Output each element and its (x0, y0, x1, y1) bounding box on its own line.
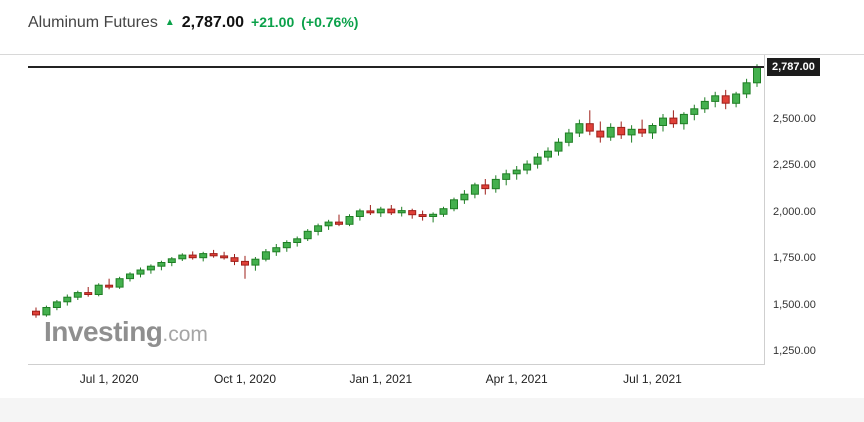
candle (63, 294, 72, 306)
chart-header: Aluminum Futures ▲ 2,787.00 +21.00 (+0.7… (28, 14, 358, 32)
candle (397, 206, 406, 217)
candle (554, 138, 563, 156)
candle (575, 119, 584, 137)
time-axis-label: Jan 1, 2021 (349, 372, 413, 386)
candle (272, 244, 281, 256)
price-change-percent: (+0.76%) (301, 14, 359, 30)
candle (711, 91, 720, 108)
candle (146, 264, 155, 274)
header-divider (0, 54, 864, 55)
candle (387, 205, 396, 215)
candle (481, 179, 490, 195)
price-change: +21.00 (251, 14, 295, 30)
time-axis[interactable]: Jul 1, 2020 Oct 1, 2020 Jan 1, 2021 Apr 1, … (28, 366, 765, 392)
candle (136, 267, 145, 278)
candle (450, 197, 458, 212)
candle (732, 91, 741, 108)
candle (355, 208, 364, 221)
candle (42, 305, 51, 317)
candle (230, 254, 239, 266)
candle (638, 119, 647, 137)
candlestick-plot[interactable]: Investing.com (28, 55, 765, 365)
price-axis-label: 2,250.00 (773, 159, 816, 172)
candle (596, 121, 605, 143)
candle (293, 236, 302, 247)
candle (429, 212, 438, 223)
price-axis-label: 1,750.00 (773, 252, 816, 265)
candle (679, 112, 688, 130)
investing-watermark: Investing.com (44, 316, 208, 348)
candle (157, 260, 166, 271)
candle (408, 208, 417, 219)
candle (376, 206, 385, 217)
candle (721, 89, 730, 110)
candle (502, 169, 511, 186)
time-axis-label: Jul 1, 2021 (623, 372, 682, 386)
candle (84, 287, 93, 297)
candle (115, 276, 124, 289)
time-axis-label: Apr 1, 2021 (485, 372, 548, 386)
last-price: 2,787.00 (181, 14, 245, 31)
candle (366, 205, 375, 215)
watermark-name: Investing (44, 316, 163, 347)
candle (512, 166, 521, 180)
candle (523, 160, 532, 175)
candle (491, 175, 500, 193)
candle (345, 214, 354, 227)
price-axis[interactable]: 2,787.00 2,500.00 2,250.00 2,000.00 1,750.0… (766, 55, 864, 365)
bottom-strip (0, 398, 864, 422)
candle (460, 190, 469, 204)
candle (52, 300, 61, 311)
candle (418, 210, 427, 221)
candles-svg (32, 64, 761, 318)
candle (199, 251, 208, 262)
candle (105, 278, 114, 290)
current-price-badge: 2,787.00 (767, 57, 820, 76)
candle (314, 223, 323, 236)
candle (617, 121, 626, 139)
candle (303, 229, 312, 241)
up-arrow-icon: ▲ (164, 17, 175, 28)
watermark-suffix: .com (162, 323, 208, 346)
candle (188, 251, 197, 260)
candle (659, 114, 667, 132)
candle (178, 253, 187, 261)
candle (544, 147, 552, 162)
candle (335, 214, 343, 227)
candle (606, 123, 615, 141)
price-axis-label: 2,000.00 (773, 205, 816, 218)
candle (220, 251, 229, 260)
candle (241, 255, 249, 279)
price-axis-label: 1,250.00 (773, 345, 816, 357)
candle (324, 219, 333, 230)
candle (753, 64, 761, 87)
candle (669, 110, 678, 128)
current-price-line (28, 65, 764, 68)
candle (470, 182, 479, 199)
candle (533, 153, 542, 169)
time-axis-label: Oct 1, 2020 (213, 372, 277, 386)
time-axis-label: Jul 1, 2020 (79, 372, 139, 386)
candle (585, 110, 594, 136)
candle (564, 128, 573, 147)
price-axis-label: 2,500.00 (773, 112, 816, 125)
candle (73, 290, 82, 300)
candle (439, 206, 448, 217)
candle (261, 249, 270, 262)
candle (627, 125, 636, 143)
candle (700, 97, 709, 113)
candle (32, 307, 40, 318)
candle (690, 104, 699, 121)
price-axis-label: 1,500.00 (773, 298, 816, 311)
candle (648, 123, 657, 139)
candle (94, 283, 103, 297)
candle (209, 249, 218, 258)
candle (251, 257, 260, 271)
candle (167, 257, 176, 267)
chart-title: Aluminum Futures (28, 14, 158, 31)
candle (126, 272, 134, 282)
candle (742, 78, 751, 99)
candle (282, 240, 291, 252)
